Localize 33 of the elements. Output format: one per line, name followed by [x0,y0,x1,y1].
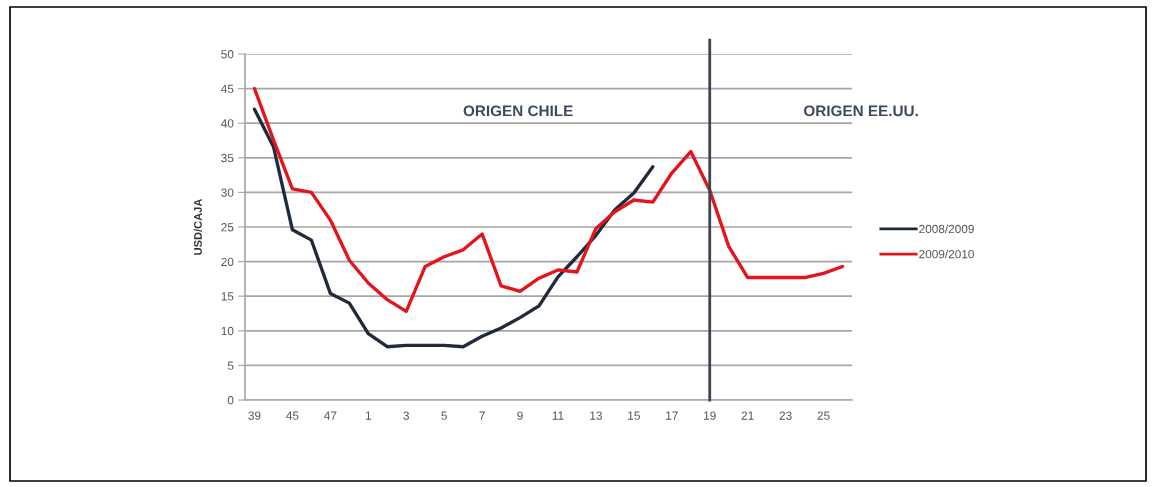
x-tick-label: 47 [324,411,337,420]
y-tick-label: 5 [227,361,234,370]
y-tick-label: 50 [221,50,234,59]
y-tick-label: 15 [221,292,234,301]
y-tick-label: 10 [221,326,234,336]
annotation: ORIGEN CHILE [463,105,573,117]
y-tick-label: 20 [221,257,234,266]
y-tick-label: 25 [221,223,234,232]
x-tick-label: 45 [286,411,299,420]
x-tick-label: 11 [552,411,564,420]
x-tick-label: 23 [779,411,792,420]
y-tick-label: 0 [227,396,234,405]
x-tick-label: 1 [365,411,371,420]
x-tick-label: 21 [741,411,754,420]
line-series [252,107,655,349]
x-tick-label: 5 [441,411,447,420]
legend-label: 2009/2010 [919,249,974,259]
x-tick-label: 25 [817,411,830,420]
annotation: ORIGEN EE.UU. [804,105,918,117]
y-tick-label: 40 [221,119,234,128]
y-tick-label: 35 [221,153,234,163]
x-tick-label: 19 [704,411,716,420]
y-tick-label: 45 [221,84,234,93]
x-tick-label: 3 [403,411,409,420]
x-tick-label: 13 [590,411,602,420]
x-tick-label: 17 [666,411,678,420]
legend-label: 2008/2009 [919,224,974,234]
x-tick-label: 9 [517,411,523,420]
x-tick-label: 7 [479,411,485,420]
y-tick-label: 30 [221,188,234,197]
x-tick-label: 39 [248,411,261,420]
y-axis-title: USD/CAJA [193,198,203,255]
x-tick-label: 15 [628,411,640,420]
